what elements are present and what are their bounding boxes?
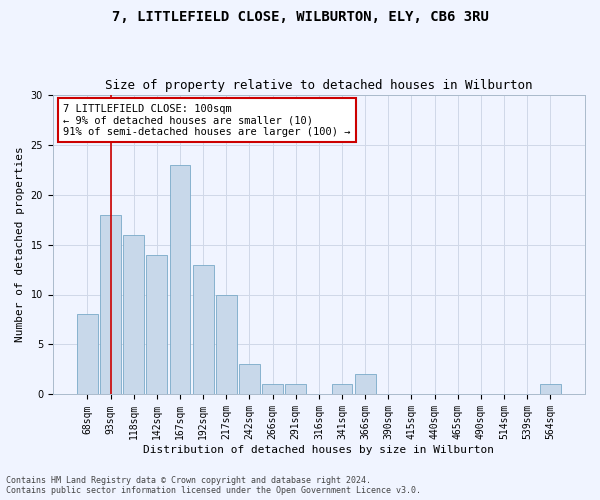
Title: Size of property relative to detached houses in Wilburton: Size of property relative to detached ho… xyxy=(105,79,533,92)
Bar xyxy=(262,384,283,394)
Text: Contains HM Land Registry data © Crown copyright and database right 2024.
Contai: Contains HM Land Registry data © Crown c… xyxy=(6,476,421,495)
Bar xyxy=(77,314,98,394)
Bar xyxy=(355,374,376,394)
Bar xyxy=(193,264,214,394)
Bar xyxy=(216,294,237,394)
Text: 7, LITTLEFIELD CLOSE, WILBURTON, ELY, CB6 3RU: 7, LITTLEFIELD CLOSE, WILBURTON, ELY, CB… xyxy=(112,10,488,24)
Bar xyxy=(123,234,144,394)
X-axis label: Distribution of detached houses by size in Wilburton: Distribution of detached houses by size … xyxy=(143,445,494,455)
Bar xyxy=(239,364,260,394)
Bar xyxy=(170,164,190,394)
Bar xyxy=(100,214,121,394)
Bar xyxy=(146,254,167,394)
Text: 7 LITTLEFIELD CLOSE: 100sqm
← 9% of detached houses are smaller (10)
91% of semi: 7 LITTLEFIELD CLOSE: 100sqm ← 9% of deta… xyxy=(64,104,351,137)
Bar xyxy=(332,384,352,394)
Bar xyxy=(286,384,306,394)
Bar xyxy=(540,384,561,394)
Y-axis label: Number of detached properties: Number of detached properties xyxy=(15,146,25,342)
